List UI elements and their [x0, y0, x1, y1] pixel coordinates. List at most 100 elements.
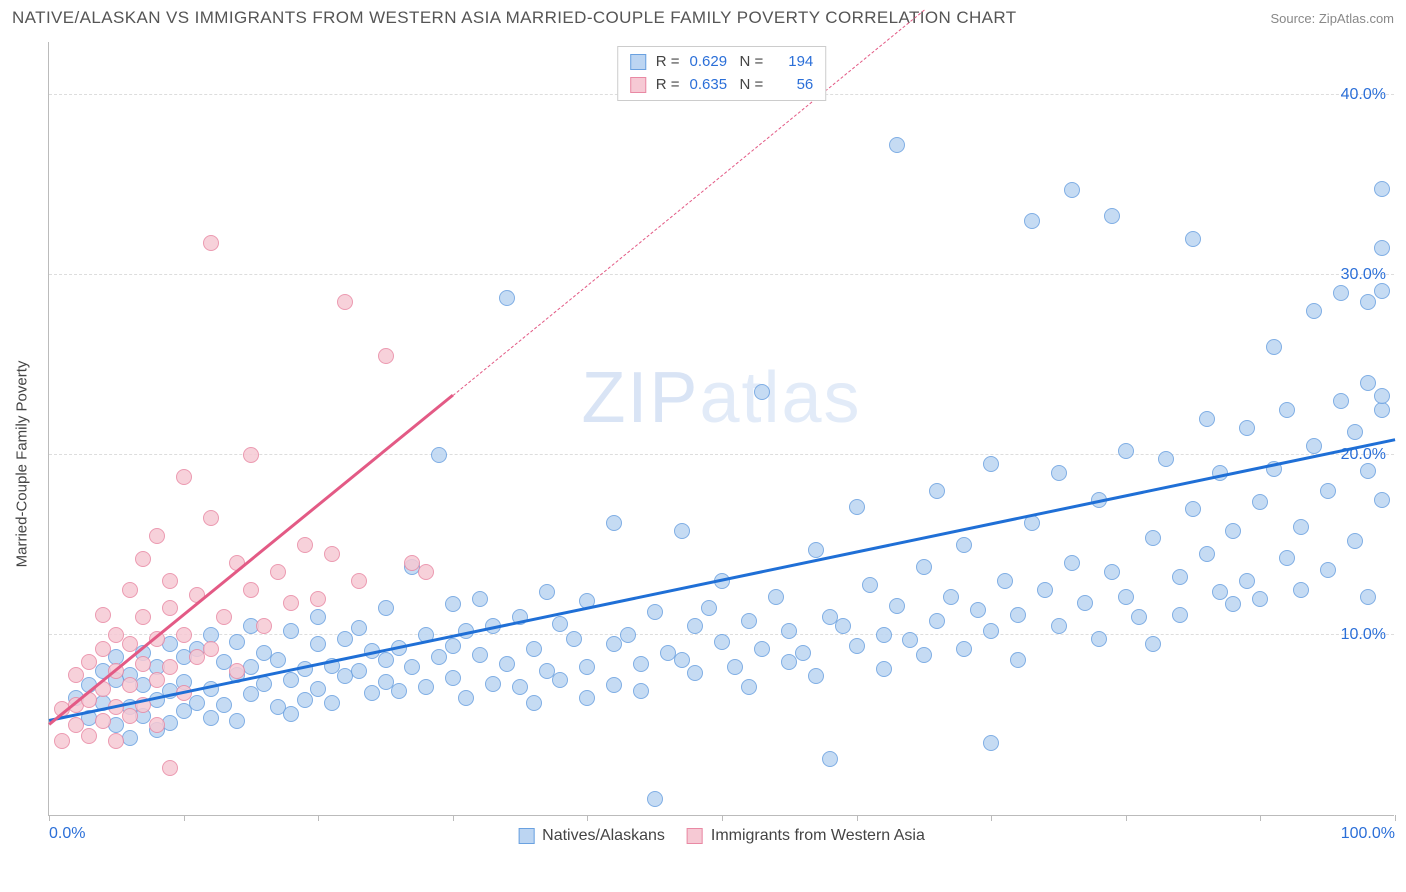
y-axis-label: Married-Couple Family Poverty: [14, 361, 31, 568]
data-point: [243, 582, 259, 598]
data-point: [149, 717, 165, 733]
data-point: [1306, 438, 1322, 454]
data-point: [956, 537, 972, 553]
data-point: [849, 499, 865, 515]
data-point: [526, 695, 542, 711]
legend-item: Natives/Alaskans: [518, 827, 665, 845]
data-point: [1051, 465, 1067, 481]
data-point: [687, 618, 703, 634]
data-point: [902, 632, 918, 648]
x-tick-label: 100.0%: [1341, 825, 1395, 843]
data-point: [539, 584, 555, 600]
data-point: [203, 235, 219, 251]
data-point: [1374, 492, 1390, 508]
data-point: [1239, 573, 1255, 589]
data-point: [310, 636, 326, 652]
data-point: [189, 695, 205, 711]
legend-swatch: [630, 77, 646, 93]
x-tick: [318, 815, 319, 821]
plot-area: ZIPatlas R =0.629N =194R =0.635N =56 Nat…: [48, 42, 1394, 816]
legend-n-value: 194: [773, 51, 813, 74]
data-point: [687, 665, 703, 681]
data-point: [1145, 530, 1161, 546]
data-point: [1347, 533, 1363, 549]
legend-swatch: [687, 828, 703, 844]
data-point: [378, 652, 394, 668]
data-point: [445, 596, 461, 612]
data-point: [714, 634, 730, 650]
data-point: [283, 672, 299, 688]
data-point: [176, 469, 192, 485]
x-tick-label: 0.0%: [49, 825, 85, 843]
data-point: [929, 613, 945, 629]
legend-label: Immigrants from Western Asia: [711, 827, 925, 845]
data-point: [674, 652, 690, 668]
data-point: [1374, 402, 1390, 418]
data-point: [1064, 555, 1080, 571]
data-point: [1239, 420, 1255, 436]
data-point: [351, 663, 367, 679]
data-point: [256, 618, 272, 634]
data-point: [1360, 375, 1376, 391]
data-point: [1010, 607, 1026, 623]
legend-swatch: [630, 54, 646, 70]
data-point: [916, 559, 932, 575]
data-point: [1185, 231, 1201, 247]
data-point: [1333, 285, 1349, 301]
data-point: [1051, 618, 1067, 634]
data-point: [270, 652, 286, 668]
data-point: [431, 649, 447, 665]
data-point: [310, 681, 326, 697]
data-point: [754, 384, 770, 400]
data-point: [1374, 181, 1390, 197]
data-point: [472, 591, 488, 607]
data-point: [1293, 582, 1309, 598]
data-point: [1212, 584, 1228, 600]
data-point: [983, 623, 999, 639]
data-point: [162, 573, 178, 589]
x-tick: [1260, 815, 1261, 821]
data-point: [754, 641, 770, 657]
data-point: [983, 456, 999, 472]
data-point: [95, 713, 111, 729]
legend-row: R =0.635N =56: [630, 74, 814, 97]
data-point: [135, 609, 151, 625]
data-point: [297, 537, 313, 553]
data-point: [1374, 388, 1390, 404]
data-point: [68, 667, 84, 683]
data-point: [1279, 550, 1295, 566]
data-point: [122, 677, 138, 693]
data-point: [162, 659, 178, 675]
data-point: [122, 708, 138, 724]
x-tick: [453, 815, 454, 821]
data-point: [1024, 515, 1040, 531]
data-point: [122, 730, 138, 746]
data-point: [256, 676, 272, 692]
legend-r-key: R =: [656, 74, 680, 97]
data-point: [956, 641, 972, 657]
data-point: [1185, 501, 1201, 517]
data-point: [983, 735, 999, 751]
data-point: [512, 679, 528, 695]
source-attribution: Source: ZipAtlas.com: [1270, 11, 1394, 26]
data-point: [876, 661, 892, 677]
legend-n-value: 56: [773, 74, 813, 97]
data-point: [1172, 569, 1188, 585]
data-point: [579, 690, 595, 706]
data-point: [297, 692, 313, 708]
y-tick-label: 40.0%: [1341, 86, 1386, 104]
data-point: [216, 697, 232, 713]
data-point: [674, 523, 690, 539]
data-point: [337, 294, 353, 310]
data-point: [1374, 240, 1390, 256]
data-point: [283, 706, 299, 722]
legend-item: Immigrants from Western Asia: [687, 827, 925, 845]
data-point: [701, 600, 717, 616]
data-point: [916, 647, 932, 663]
data-point: [1145, 636, 1161, 652]
data-point: [243, 447, 259, 463]
data-point: [310, 591, 326, 607]
legend-row: R =0.629N =194: [630, 51, 814, 74]
data-point: [1360, 463, 1376, 479]
x-tick: [1126, 815, 1127, 821]
